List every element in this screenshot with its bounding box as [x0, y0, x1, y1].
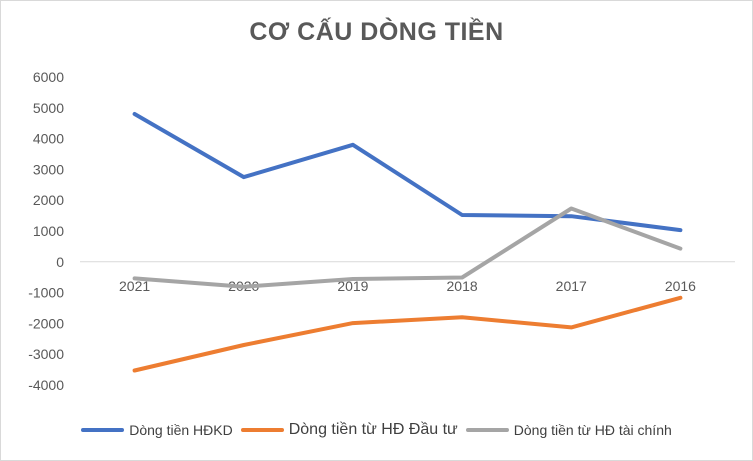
y-tick-label: 4000: [33, 131, 64, 147]
y-tick-label: 3000: [33, 161, 64, 177]
y-tick-label: -4000: [28, 377, 64, 393]
legend-swatch-tai-chinh: [465, 428, 509, 432]
legend-swatch-dau-tu: [240, 428, 284, 432]
legend-item-dau-tu: Dòng tiền từ HĐ Đầu tư: [240, 421, 458, 439]
series-line-1: [132, 295, 683, 373]
x-tick-label: 2018: [447, 278, 478, 294]
x-tick-label: 2021: [119, 278, 150, 294]
series-line-0: [132, 112, 683, 233]
y-tick-label: -3000: [28, 346, 64, 362]
legend-label-hdkd: Dòng tiền HĐKD: [129, 422, 233, 438]
y-tick-label: 5000: [33, 100, 64, 116]
x-tick-label: 2019: [337, 278, 368, 294]
x-tick-label: 2017: [556, 278, 587, 294]
series-line-2: [132, 206, 683, 289]
y-tick-label: 2000: [33, 192, 64, 208]
chart-legend: Dòng tiền HĐKD Dòng tiền từ HĐ Đầu tư Dò…: [0, 418, 753, 442]
y-tick-label: 6000: [33, 69, 64, 85]
chart-title: CƠ CẤU DÒNG TIỀN: [249, 18, 504, 46]
legend-item-tai-chinh: Dòng tiền từ HĐ tài chính: [465, 422, 672, 438]
legend-swatch-hdkd: [81, 428, 125, 432]
legend-label-dau-tu: Dòng tiền từ HĐ Đầu tư: [288, 421, 458, 438]
legend-item-hdkd: Dòng tiền HĐKD: [81, 422, 233, 438]
y-tick-label: 0: [56, 254, 64, 270]
legend-label-tai-chinh: Dòng tiền từ HĐ tài chính: [513, 422, 672, 438]
y-tick-label: -1000: [28, 285, 64, 301]
x-tick-label: 2016: [665, 278, 696, 294]
y-tick-label: 1000: [33, 223, 64, 239]
y-tick-label: -2000: [28, 315, 64, 331]
